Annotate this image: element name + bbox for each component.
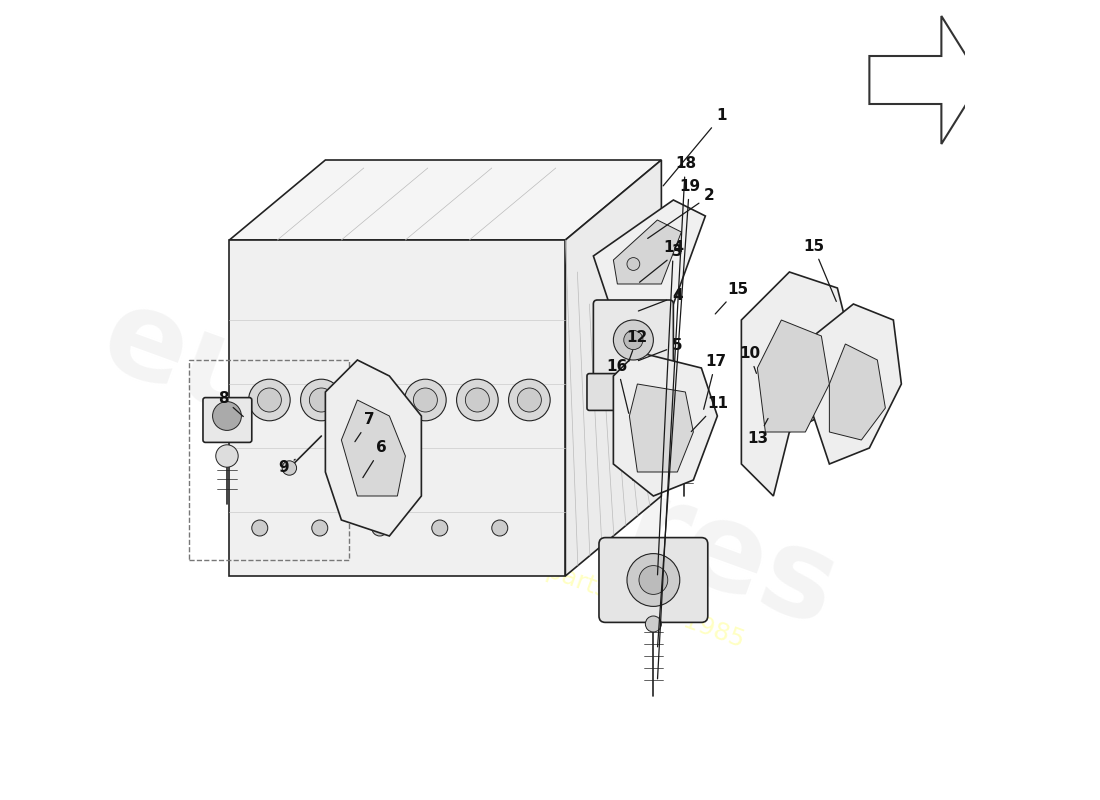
Text: 17: 17: [704, 354, 726, 410]
Circle shape: [627, 554, 680, 606]
Text: 4: 4: [638, 289, 683, 311]
Text: 11: 11: [691, 397, 728, 431]
FancyBboxPatch shape: [204, 398, 252, 442]
Circle shape: [283, 461, 297, 475]
Text: 12: 12: [627, 330, 648, 362]
Polygon shape: [741, 272, 854, 496]
Polygon shape: [614, 352, 717, 496]
Polygon shape: [813, 304, 901, 464]
Text: 13: 13: [747, 418, 768, 446]
Circle shape: [362, 388, 385, 412]
Polygon shape: [230, 240, 565, 576]
Circle shape: [252, 520, 267, 536]
FancyBboxPatch shape: [593, 300, 673, 388]
Circle shape: [508, 379, 550, 421]
Text: 2: 2: [648, 189, 715, 238]
Circle shape: [257, 388, 282, 412]
Polygon shape: [614, 220, 681, 284]
Text: 18: 18: [658, 157, 696, 679]
Text: 9: 9: [278, 459, 295, 475]
Text: 1: 1: [663, 109, 727, 186]
Circle shape: [627, 258, 640, 270]
Circle shape: [517, 388, 541, 412]
Text: eurospares: eurospares: [86, 277, 852, 651]
Polygon shape: [565, 160, 661, 576]
Circle shape: [372, 520, 388, 536]
Circle shape: [212, 402, 241, 430]
Text: 14: 14: [658, 241, 684, 575]
Circle shape: [311, 520, 328, 536]
Circle shape: [353, 379, 394, 421]
Circle shape: [432, 520, 448, 536]
Circle shape: [249, 379, 290, 421]
Circle shape: [619, 250, 648, 278]
Text: 15: 15: [803, 239, 836, 302]
Text: 15: 15: [715, 282, 748, 314]
Circle shape: [639, 566, 668, 594]
Text: 6: 6: [363, 441, 387, 478]
Polygon shape: [629, 384, 693, 472]
Polygon shape: [326, 360, 421, 536]
Polygon shape: [341, 400, 406, 496]
Polygon shape: [758, 320, 829, 432]
Text: 8: 8: [218, 391, 243, 417]
Circle shape: [216, 445, 239, 467]
Circle shape: [646, 616, 661, 632]
Circle shape: [614, 320, 653, 360]
Text: 19: 19: [658, 179, 700, 647]
Circle shape: [465, 388, 490, 412]
Text: a passion for parts since 1985: a passion for parts since 1985: [384, 500, 747, 652]
Circle shape: [309, 388, 333, 412]
Polygon shape: [593, 200, 705, 304]
Text: 3: 3: [639, 245, 683, 282]
Circle shape: [405, 379, 447, 421]
Text: 5: 5: [638, 338, 683, 361]
Text: 7: 7: [355, 413, 375, 442]
Text: 16: 16: [607, 359, 629, 414]
Circle shape: [300, 379, 342, 421]
Circle shape: [492, 520, 508, 536]
Circle shape: [624, 330, 644, 350]
FancyBboxPatch shape: [600, 538, 707, 622]
Text: 10: 10: [739, 346, 760, 374]
FancyBboxPatch shape: [587, 374, 680, 410]
Bar: [189, 360, 350, 560]
Polygon shape: [829, 344, 886, 440]
Circle shape: [414, 388, 438, 412]
Polygon shape: [230, 160, 661, 240]
Circle shape: [456, 379, 498, 421]
